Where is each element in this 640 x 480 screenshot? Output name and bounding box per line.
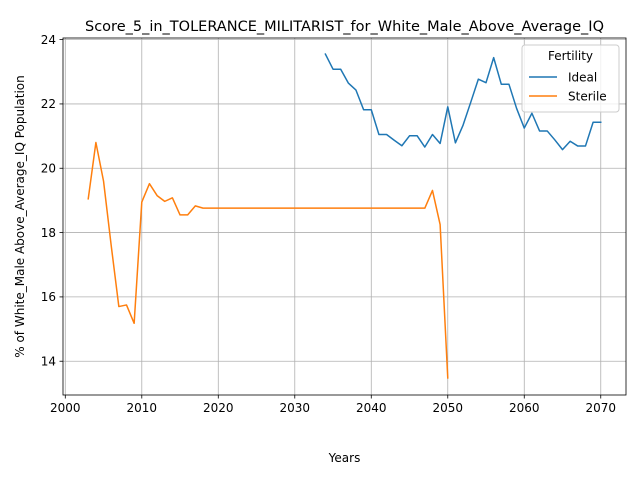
- y-axis-label: % of White_Male Above_Average_IQ Populat…: [13, 75, 27, 358]
- x-axis-label: Years: [328, 451, 361, 465]
- y-tick-label: 14: [41, 355, 56, 369]
- plot-frame: [62, 37, 627, 396]
- y-tick-label: 24: [41, 33, 56, 47]
- x-tick-label: 2040: [356, 401, 387, 415]
- legend-title: Fertility: [548, 49, 593, 63]
- series-lines: [87, 53, 602, 379]
- x-tick-label: 2010: [127, 401, 158, 415]
- x-tick-label: 2060: [509, 401, 540, 415]
- x-tick-label: 2030: [280, 401, 311, 415]
- x-tick-label: 2050: [432, 401, 463, 415]
- x-tick-label: 2000: [50, 401, 81, 415]
- y-tick-label: 22: [41, 97, 56, 111]
- y-tick-label: 20: [41, 162, 56, 176]
- legend-label-ideal: Ideal: [568, 71, 597, 85]
- y-tick-label: 16: [41, 290, 56, 304]
- axis-ticks: 2000 2010 2020 2030 2040 2050 2060 2070 14 16 18 20…: [41, 33, 616, 415]
- series-line-sterile: [87, 141, 449, 379]
- chart-title: Score_5_in_TOLERANCE_MILITARIST_for_Whit…: [85, 19, 604, 35]
- series-line-ideal: [324, 53, 602, 151]
- x-tick-label: 2020: [203, 401, 234, 415]
- legend: Fertility Ideal Sterile: [521, 44, 620, 113]
- y-tick-label: 18: [41, 226, 56, 240]
- legend-label-sterile: Sterile: [568, 90, 607, 104]
- x-tick-label: 2070: [585, 401, 616, 415]
